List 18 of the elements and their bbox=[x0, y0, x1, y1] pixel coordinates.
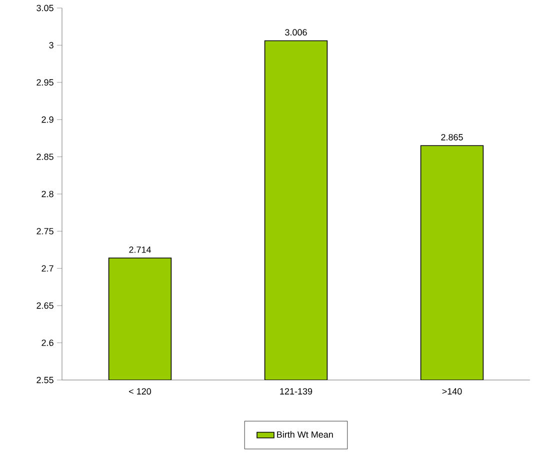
data-label: 2.865 bbox=[441, 134, 463, 140]
x-tick-label: < 120 bbox=[129, 388, 152, 395]
y-tick-label: 2.6 bbox=[42, 340, 54, 346]
data-label: 3.006 bbox=[285, 29, 307, 36]
x-tick-label: >140 bbox=[442, 388, 462, 395]
y-tick-label: 3.05 bbox=[36, 4, 54, 12]
y-tick-label: 2.9 bbox=[42, 116, 54, 123]
x-tick-label: 121-139 bbox=[280, 388, 312, 395]
y-tick-label: 2.55 bbox=[36, 376, 54, 384]
y-tick-label: 2.65 bbox=[36, 302, 54, 309]
y-tick-label: 2.7 bbox=[42, 265, 54, 272]
y-tick-label: 2.8 bbox=[42, 190, 54, 198]
legend-label: Birth Wt Mean bbox=[277, 431, 333, 438]
y-tick-label: 2.85 bbox=[36, 154, 54, 160]
y-tick-label: 2.95 bbox=[36, 79, 54, 86]
y-tick-label: 2.75 bbox=[36, 228, 54, 234]
y-tick-label: 3 bbox=[49, 42, 54, 48]
data-label: 2.714 bbox=[129, 246, 151, 253]
